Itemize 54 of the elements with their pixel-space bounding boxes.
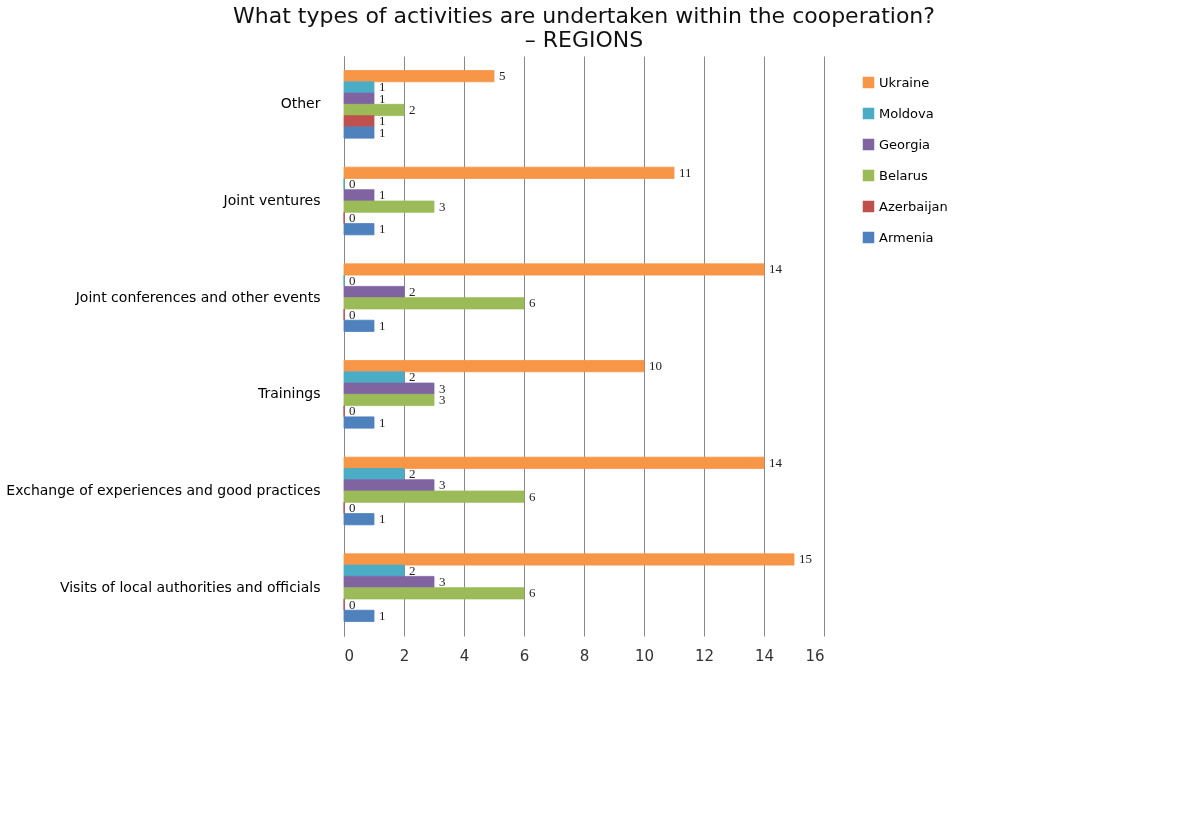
data-label: 3: [439, 574, 446, 590]
data-label: 2: [409, 369, 416, 385]
data-label: 14: [769, 261, 783, 277]
data-label: 2: [409, 101, 416, 117]
data-label: 1: [379, 607, 386, 623]
data-label: 3: [439, 198, 446, 214]
y-tick-label: Joint ventures: [222, 192, 321, 208]
data-label: 5: [499, 68, 506, 84]
data-label: 0: [349, 176, 356, 192]
y-tick-label: Joint conferences and other events: [74, 288, 321, 305]
data-label: 2: [409, 466, 416, 482]
x-tick-label: 2: [399, 646, 410, 665]
data-label: 3: [439, 380, 446, 396]
x-tick-label: 0: [344, 646, 355, 665]
text: – REGIONS: [524, 27, 644, 52]
legend-label: Armenia: [879, 229, 934, 245]
data-label: 11: [679, 164, 692, 180]
x-tick-label: 12: [694, 646, 715, 665]
x-tick-label: 16: [805, 646, 825, 665]
data-label: 6: [529, 585, 536, 601]
text: What types of activities are undertaken within the cooperation?: [233, 3, 935, 28]
data-label: 0: [349, 403, 356, 419]
data-label: 0: [349, 306, 356, 322]
data-label: 1: [379, 187, 386, 203]
data-label: 15: [799, 551, 812, 567]
data-label: 10: [649, 358, 662, 374]
y-tick-label: Trainings: [256, 385, 321, 402]
x-tick-label: 14: [754, 646, 775, 665]
data-label: 6: [529, 488, 536, 504]
data-label: 1: [379, 317, 386, 333]
y-tick-label: Other: [280, 95, 321, 112]
data-label: 1: [379, 414, 386, 430]
legend-label: Georgia: [879, 136, 930, 152]
data-label: 0: [349, 596, 356, 612]
legend-label: Ukraine: [879, 74, 930, 90]
data-label: 14: [769, 454, 783, 470]
data-label: 6: [529, 295, 536, 311]
legend-label: Moldova: [879, 105, 934, 121]
data-label: 1: [379, 511, 386, 527]
data-label: 1: [379, 221, 386, 237]
data-label: 2: [409, 284, 416, 300]
data-label: 0: [349, 209, 356, 225]
legend-label: Azerbaijan: [879, 198, 948, 214]
x-tick-label: 10: [634, 646, 655, 665]
data-label: 3: [439, 477, 446, 493]
x-tick-label: 8: [579, 646, 590, 665]
y-tick-label: Visits of local authorities and officials: [59, 578, 321, 595]
x-tick-label: 4: [459, 646, 470, 665]
x-tick-label: 6: [519, 646, 530, 665]
data-label: 0: [349, 499, 356, 515]
legend-label: Belarus: [879, 167, 929, 183]
data-label: 0: [349, 272, 356, 288]
y-tick-label: Exchange of experiences and good practices: [6, 482, 321, 498]
data-label: 2: [409, 562, 416, 578]
